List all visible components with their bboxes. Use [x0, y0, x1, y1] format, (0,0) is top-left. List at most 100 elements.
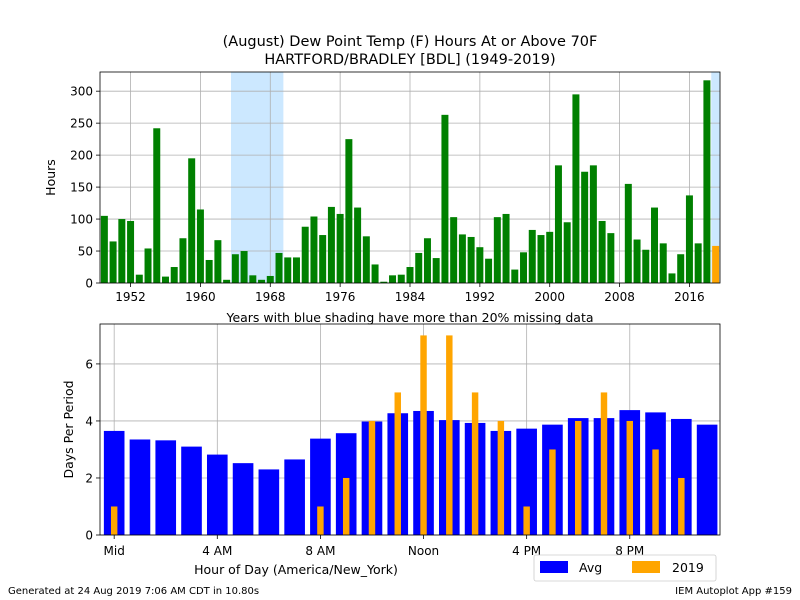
legend-frame	[533, 554, 717, 582]
top-y-tick-label: 300	[70, 85, 93, 99]
yearly-hours-chart: 1952 1960 1968 1976 1984 1992 2000 2008 2016 0 50 1…	[43, 71, 721, 325]
year-bar	[397, 274, 405, 283]
year-bar	[266, 275, 274, 283]
hour-avg-bar	[310, 438, 331, 535]
year-bar	[231, 254, 239, 283]
year-bar	[450, 217, 458, 283]
top-ticks: 1952 1960 1968 1976 1984 1992 2000 2008 2016 0 50 1…	[70, 85, 705, 304]
year-bar	[651, 207, 658, 283]
legend-swatch-2019	[632, 561, 660, 573]
top-y-axis-label: Hours	[43, 159, 58, 196]
hour-avg-bar	[206, 454, 228, 535]
year-bar	[196, 209, 204, 283]
bottom-x-tick-label: 4 AM	[202, 544, 232, 558]
top-x-tick-label: 1952	[115, 290, 146, 304]
hour-avg-bar	[232, 463, 254, 535]
year-bar	[520, 252, 528, 283]
year-bar	[458, 234, 466, 283]
year-bar	[476, 247, 484, 283]
year-bar	[432, 258, 440, 283]
hour-avg-bar	[284, 459, 305, 535]
top-x-tick-label: 2000	[534, 290, 565, 304]
year-bar	[109, 241, 117, 283]
bottom-y-axis-label: Days Per Period	[61, 380, 76, 478]
legend: Avg 2019	[533, 554, 717, 582]
year-bar	[162, 276, 169, 283]
bottom-y-tick-label: 2	[85, 471, 93, 485]
year-bar	[258, 279, 266, 283]
year-bar	[327, 206, 335, 283]
year-bar	[144, 248, 152, 283]
bottom-x-tick-label: Noon	[408, 544, 439, 558]
year-bar	[118, 219, 126, 283]
top-y-tick-label: 100	[70, 213, 93, 227]
year-bar	[380, 281, 388, 283]
top-y-tick-label: 0	[85, 277, 93, 291]
year-bar	[607, 233, 615, 283]
year-bar	[677, 254, 685, 283]
chart-title-line1: (August) Dew Point Temp (F) Hours At or …	[223, 34, 598, 50]
hour-avg-bar	[155, 440, 177, 535]
top-x-tick-label: 1976	[325, 290, 356, 304]
hour-avg-bar	[516, 428, 537, 535]
hour-avg-bar	[103, 430, 125, 535]
top-x-tick-label: 1960	[185, 290, 216, 304]
year-bar	[100, 215, 108, 283]
missing-data-shading	[230, 72, 720, 283]
year-bar	[589, 165, 597, 283]
missing-data-band	[230, 72, 284, 283]
hour-avg-bar	[696, 424, 718, 535]
top-y-tick-label: 200	[70, 149, 93, 163]
year-bar	[336, 213, 344, 283]
legend-swatch-avg	[540, 561, 568, 573]
top-x-tick-label: 2016	[674, 290, 705, 304]
year-bar	[135, 274, 143, 283]
hour-2019-bar	[394, 392, 401, 535]
bottom-y-tick-label: 6	[85, 357, 93, 371]
year-bar	[127, 220, 135, 283]
year-bar	[642, 249, 650, 283]
hour-2019-bar	[523, 506, 530, 535]
year-bar	[502, 213, 510, 283]
year-bar	[406, 267, 414, 283]
year-bar	[170, 267, 178, 283]
bottom-y-tick-label: 4	[85, 414, 93, 428]
bottom-y-tick-label: 0	[85, 529, 93, 543]
year-bar	[685, 195, 693, 283]
year-bar	[712, 245, 720, 283]
top-y-tick-label: 50	[78, 245, 93, 259]
hourly-days-chart: Mid 4 AM 8 AM Noon 4 PM 8 PM 0 2 4 6 Days Per Per…	[61, 323, 721, 577]
year-bar	[301, 226, 309, 283]
year-bar	[214, 240, 222, 283]
missing-data-band	[711, 72, 720, 283]
year-bar	[284, 257, 292, 283]
top-x-tick-label: 1984	[395, 290, 426, 304]
hour-2019-bar	[497, 420, 505, 535]
year-bar	[485, 258, 493, 283]
bottom-x-tick-label: 4 PM	[512, 544, 541, 558]
year-bar	[694, 243, 702, 283]
year-bar	[703, 80, 711, 283]
hour-2019-bar	[110, 506, 118, 535]
hour-2019-bar	[678, 477, 685, 535]
year-bar	[240, 251, 248, 283]
top-x-tick-label: 1992	[465, 290, 496, 304]
chart-title-line2: HARTFORD/BRADLEY [BDL] (1949-2019)	[264, 52, 555, 68]
footer-generated: Generated at 24 Aug 2019 7:06 AM CDT in …	[8, 586, 259, 597]
footer-app: IEM Autoplot App #159	[675, 586, 792, 597]
year-bar	[371, 264, 379, 283]
year-bar	[415, 252, 423, 283]
hour-2019-bar	[420, 335, 427, 535]
year-bar	[223, 279, 231, 283]
year-bar	[249, 275, 257, 283]
year-bar	[389, 275, 397, 283]
hour-2019-bar	[600, 392, 608, 535]
year-bar	[563, 222, 571, 283]
legend-label-2019: 2019	[672, 560, 704, 575]
yearly-bars	[100, 80, 720, 284]
legend-label-avg: Avg	[579, 560, 602, 575]
hour-2019-bar	[549, 449, 556, 535]
bottom-x-tick-label: Mid	[104, 544, 125, 558]
year-bar	[153, 128, 161, 283]
year-bar	[633, 239, 641, 283]
